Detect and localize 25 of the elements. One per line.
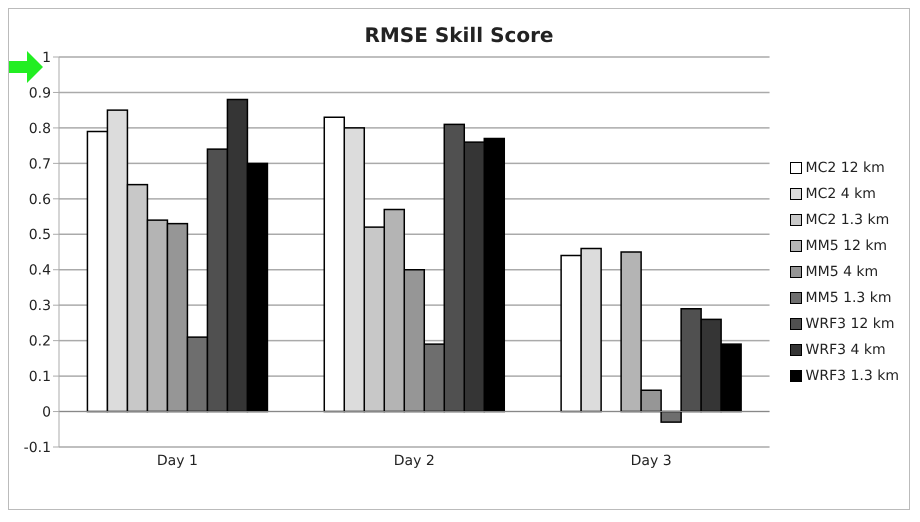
legend-label: WRF3 1.3 km (806, 368, 899, 384)
y-tick-label: 0.1 (28, 369, 51, 386)
y-tick-label: 0.4 (28, 262, 52, 279)
legend-label: WRF3 4 km (806, 342, 886, 358)
x-tick-label: Day 2 (394, 452, 435, 469)
legend-label: MM5 1.3 km (806, 290, 892, 306)
y-tick-label: 0.7 (28, 156, 51, 172)
legend-label: MC2 12 km (806, 160, 885, 176)
y-tick-label: 0.2 (28, 334, 51, 350)
x-tick-label: Day 3 (630, 452, 672, 469)
y-tick-label: 0.6 (28, 192, 52, 208)
y-tick-label: 0 (42, 404, 51, 421)
y-tick-label: 0.9 (28, 85, 51, 102)
chart-title: RMSE Skill Score (364, 23, 554, 47)
legend-label: WRF3 12 km (806, 316, 895, 332)
y-tick-label: 0.5 (28, 227, 51, 244)
legend-label: MM5 12 km (806, 238, 888, 254)
y-tick-label: 0.3 (28, 298, 51, 314)
y-tick-label: 0.8 (28, 120, 51, 137)
legend-label: MC2 4 km (806, 186, 876, 202)
y-tick-label: -0.1 (24, 440, 51, 456)
y-tick-label: 1 (42, 50, 51, 66)
legend-label: MC2 1.3 km (806, 212, 890, 228)
x-tick-label: Day 1 (156, 452, 198, 469)
legend-label: MM5 4 km (806, 264, 878, 280)
